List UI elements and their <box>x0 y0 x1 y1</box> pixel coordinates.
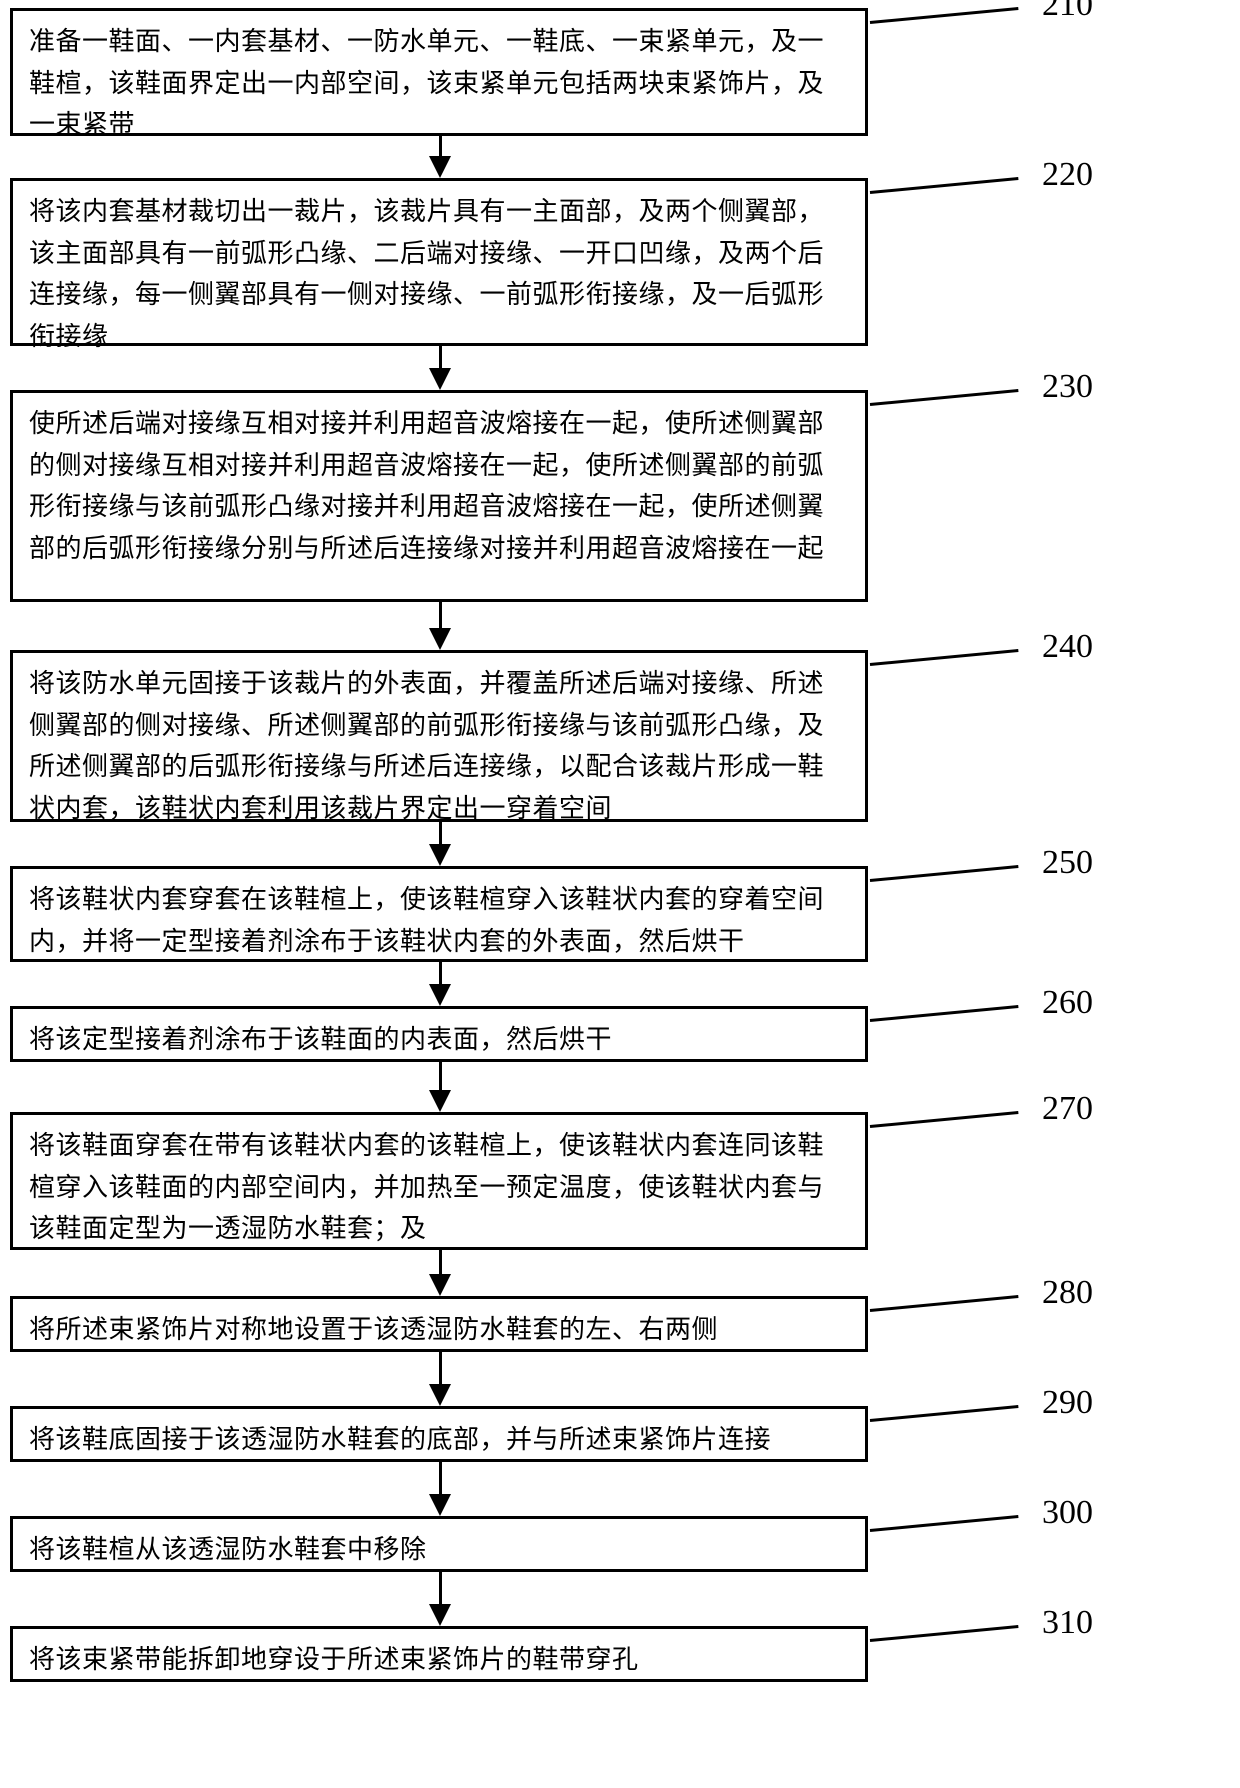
step-box-230: 使所述后端对接缘互相对接并利用超音波熔接在一起，使所述侧翼部的侧对接缘互相对接并… <box>10 390 868 602</box>
arrow-head-icon <box>429 1274 451 1296</box>
step-box-220: 将该内套基材裁切出一裁片，该裁片具有一主面部，及两个侧翼部，该主面部具有一前弧形… <box>10 178 868 346</box>
leader-line-230 <box>870 389 1018 406</box>
step-label-260: 260 <box>1042 984 1093 1022</box>
arrow-head-icon <box>429 1384 451 1406</box>
arrow-head-icon <box>429 1494 451 1516</box>
arrow-stem-220-230 <box>439 346 442 368</box>
step-label-230: 230 <box>1042 368 1093 406</box>
step-box-300: 将该鞋楦从该透湿防水鞋套中移除 <box>10 1516 868 1572</box>
leader-line-250 <box>870 865 1018 882</box>
step-box-250: 将该鞋状内套穿套在该鞋楦上，使该鞋楦穿入该鞋状内套的穿着空间内，并将一定型接着剂… <box>10 866 868 962</box>
leader-line-310 <box>870 1625 1018 1642</box>
arrow-stem-230-240 <box>439 602 442 628</box>
step-box-210: 准备一鞋面、一内套基材、一防水单元、一鞋底、一束紧单元，及一鞋楦，该鞋面界定出一… <box>10 8 868 136</box>
arrow-stem-270-280 <box>439 1250 442 1274</box>
arrow-head-icon <box>429 1090 451 1112</box>
arrow-stem-240-250 <box>439 822 442 844</box>
step-label-240: 240 <box>1042 628 1093 666</box>
arrow-stem-250-260 <box>439 962 442 984</box>
arrow-head-icon <box>429 368 451 390</box>
flowchart-canvas: 准备一鞋面、一内套基材、一防水单元、一鞋底、一束紧单元，及一鞋楦，该鞋面界定出一… <box>0 0 1240 1788</box>
step-box-260: 将该定型接着剂涂布于该鞋面的内表面，然后烘干 <box>10 1006 868 1062</box>
step-label-220: 220 <box>1042 156 1093 194</box>
arrow-stem-210-220 <box>439 136 442 156</box>
leader-line-300 <box>870 1515 1018 1532</box>
leader-line-290 <box>870 1405 1018 1422</box>
step-label-250: 250 <box>1042 844 1093 882</box>
arrow-stem-260-270 <box>439 1062 442 1090</box>
step-box-240: 将该防水单元固接于该裁片的外表面，并覆盖所述后端对接缘、所述侧翼部的侧对接缘、所… <box>10 650 868 822</box>
step-label-290: 290 <box>1042 1384 1093 1422</box>
arrow-head-icon <box>429 1604 451 1626</box>
leader-line-280 <box>870 1295 1018 1312</box>
leader-line-260 <box>870 1005 1018 1022</box>
step-label-310: 310 <box>1042 1604 1093 1642</box>
arrow-head-icon <box>429 628 451 650</box>
step-box-280: 将所述束紧饰片对称地设置于该透湿防水鞋套的左、右两侧 <box>10 1296 868 1352</box>
step-label-270: 270 <box>1042 1090 1093 1128</box>
arrow-stem-280-290 <box>439 1352 442 1384</box>
step-label-280: 280 <box>1042 1274 1093 1312</box>
step-label-300: 300 <box>1042 1494 1093 1532</box>
arrow-stem-290-300 <box>439 1462 442 1494</box>
arrow-stem-300-310 <box>439 1572 442 1604</box>
step-label-210: 210 <box>1042 0 1093 24</box>
leader-line-210 <box>870 7 1018 24</box>
arrow-head-icon <box>429 984 451 1006</box>
step-box-290: 将该鞋底固接于该透湿防水鞋套的底部，并与所述束紧饰片连接 <box>10 1406 868 1462</box>
step-box-310: 将该束紧带能拆卸地穿设于所述束紧饰片的鞋带穿孔 <box>10 1626 868 1682</box>
arrow-head-icon <box>429 156 451 178</box>
leader-line-270 <box>870 1111 1018 1128</box>
leader-line-240 <box>870 649 1018 666</box>
leader-line-220 <box>870 177 1018 194</box>
arrow-head-icon <box>429 844 451 866</box>
step-box-270: 将该鞋面穿套在带有该鞋状内套的该鞋楦上，使该鞋状内套连同该鞋楦穿入该鞋面的内部空… <box>10 1112 868 1250</box>
